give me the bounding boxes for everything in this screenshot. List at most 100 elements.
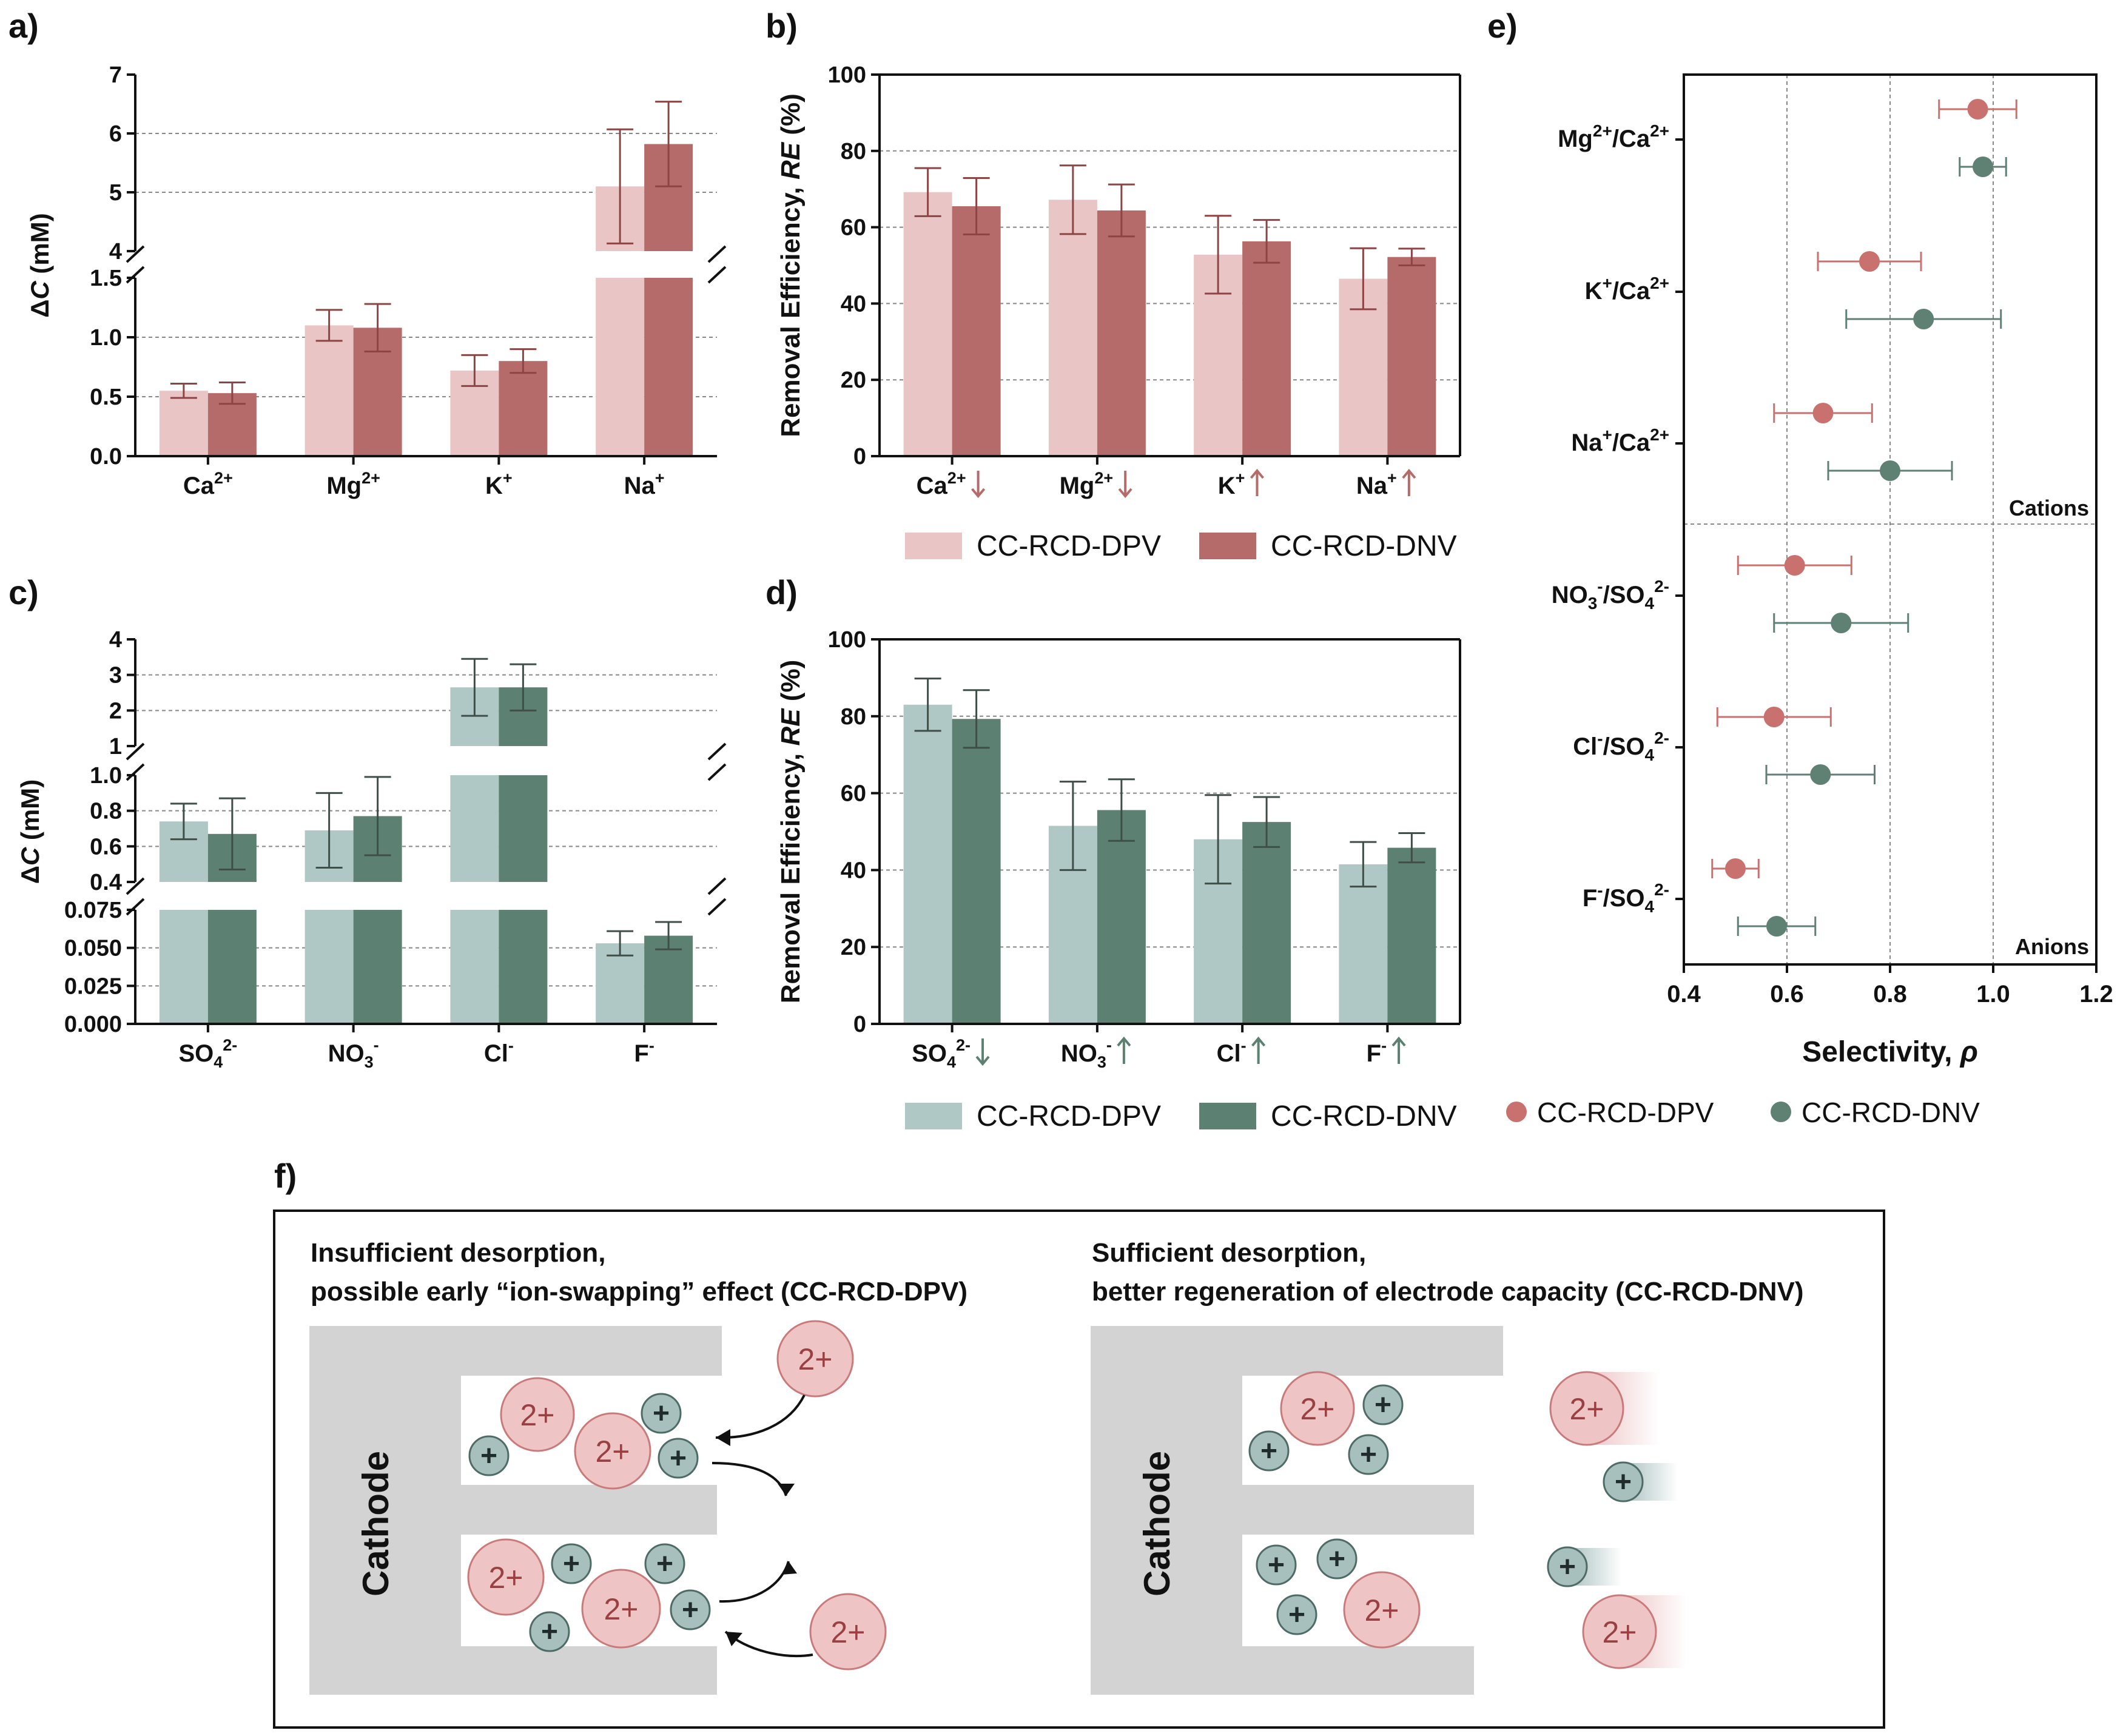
monovalent-cation-circle bbox=[1547, 1546, 1588, 1587]
bar-CC-RCD-DNV bbox=[952, 719, 1001, 1024]
electrode-finger bbox=[1091, 1646, 1474, 1695]
y-tick-label: 6 bbox=[109, 121, 122, 147]
ratio-label: Cl-/SO42- bbox=[1573, 728, 1669, 764]
divalent-cation-label: 2+ bbox=[604, 1592, 638, 1626]
y-tick-label: 60 bbox=[841, 215, 866, 241]
left-title-line-1: Insufficient desorption, bbox=[311, 1238, 605, 1268]
x-tick-label: K+ bbox=[485, 469, 513, 499]
y-axis-label: Removal Efficiency, RE (%) bbox=[776, 660, 806, 1003]
divalent-cation: 2+ bbox=[1343, 1571, 1421, 1649]
monovalent-cation-label: + bbox=[480, 1440, 497, 1472]
legend-swatch bbox=[1199, 1103, 1256, 1129]
axis-break-mark bbox=[707, 266, 727, 284]
bar-CC-RCD-DPV bbox=[159, 391, 208, 456]
monovalent-cation-circle bbox=[1276, 1594, 1317, 1635]
ratio-label: K+/Ca2+ bbox=[1585, 274, 1669, 304]
monovalent-cation: + bbox=[658, 1438, 699, 1479]
x-tick-label: Ca2+ bbox=[183, 469, 233, 499]
x-tick-label: Na+ bbox=[1356, 469, 1397, 499]
axis-break-mark bbox=[707, 245, 727, 263]
electrode-finger bbox=[309, 1326, 722, 1376]
divalent-cation-circle bbox=[574, 1412, 651, 1490]
axis-break-mark bbox=[126, 898, 145, 916]
divalent-cation: 2+ bbox=[1582, 1594, 1657, 1669]
bar-CC-RCD-DPV bbox=[903, 704, 952, 1024]
panel-b-bar-chart: 0 20 40 60 80 100 Ca2+ Mg2+ K+ Na+ Removal Efficie… bbox=[765, 7, 1461, 562]
x-tick-label: 0.4 bbox=[1667, 981, 1701, 1008]
bar-CC-RCD-DPV bbox=[1339, 864, 1388, 1024]
x-tick-label: F- bbox=[634, 1037, 654, 1067]
bar-CC-RCD-DPV bbox=[450, 775, 499, 882]
bar-CC-RCD-DPV bbox=[304, 910, 354, 1024]
monovalent-cation-circle bbox=[1348, 1434, 1389, 1475]
trend-arrow-up-icon bbox=[1251, 1036, 1266, 1064]
monovalent-cation-circle bbox=[468, 1435, 510, 1476]
axis-break-mark bbox=[126, 245, 145, 263]
divalent-cation-circle bbox=[467, 1538, 545, 1616]
trend-arrow-head bbox=[1402, 468, 1416, 479]
divalent-cation-circle bbox=[1549, 1371, 1624, 1446]
trend-arrow-down-icon bbox=[1118, 471, 1132, 499]
panel-letter: e) bbox=[1487, 7, 1518, 45]
point-dpv bbox=[1784, 555, 1805, 576]
arrow-head-icon bbox=[725, 1632, 742, 1646]
trend-arrow-up-icon bbox=[1117, 1036, 1131, 1064]
x-tick-label: 1.0 bbox=[1976, 981, 2010, 1008]
bar-CC-RCD-DNV bbox=[499, 775, 548, 882]
y-tick-label: 5 bbox=[109, 180, 122, 206]
point-dpv bbox=[1859, 251, 1880, 272]
x-tick-label: Na+ bbox=[624, 469, 665, 499]
axis-break-mark bbox=[126, 877, 145, 895]
y-tick-label: 4 bbox=[109, 239, 122, 264]
cathode-label: Cathode bbox=[1137, 1451, 1177, 1596]
divalent-cation: 2+ bbox=[574, 1412, 651, 1490]
y-tick-label: 60 bbox=[841, 781, 866, 807]
y-tick-label: 0.000 bbox=[64, 1012, 122, 1037]
bar-CC-RCD-DPV bbox=[1048, 200, 1097, 456]
divalent-cation-label: 2+ bbox=[1364, 1593, 1399, 1627]
ratio-label: Na+/Ca2+ bbox=[1571, 425, 1669, 456]
monovalent-cation: + bbox=[1276, 1594, 1317, 1635]
y-tick-label: 0 bbox=[853, 1012, 866, 1037]
divalent-cation: 2+ bbox=[1549, 1371, 1624, 1446]
y-tick-label: 0.050 bbox=[64, 936, 122, 961]
monovalent-cation-circle bbox=[1248, 1430, 1290, 1472]
y-tick-label: 80 bbox=[841, 139, 866, 164]
trend-arrow-up-icon bbox=[1402, 468, 1416, 496]
axis-break-mark bbox=[707, 763, 727, 781]
point-dpv bbox=[1967, 99, 1988, 119]
divalent-cation: 2+ bbox=[776, 1320, 854, 1398]
trend-arrow-down-icon bbox=[971, 471, 986, 499]
divalent-cation-label: 2+ bbox=[595, 1435, 630, 1469]
axis-break-mark bbox=[126, 742, 145, 761]
legend-label: CC-RCD-DNV bbox=[1802, 1097, 1980, 1128]
bar-CC-RCD-DPV bbox=[159, 910, 208, 1024]
y-tick-label: 0.0 bbox=[90, 444, 122, 469]
axis-break-mark bbox=[126, 763, 145, 781]
monovalent-cation-circle bbox=[641, 1393, 682, 1434]
bar-CC-RCD-DNV bbox=[644, 278, 693, 456]
monovalent-cation-label: + bbox=[1559, 1551, 1576, 1583]
right-title-line-1: Sufficient desorption, bbox=[1092, 1238, 1366, 1268]
y-tick-label: 4 bbox=[109, 627, 122, 653]
monovalent-cation: + bbox=[644, 1543, 685, 1584]
divalent-cation-label: 2+ bbox=[1569, 1392, 1604, 1426]
y-axis-label: ΔC (mM) bbox=[16, 779, 44, 884]
monovalent-cation-label: + bbox=[1288, 1599, 1305, 1631]
monovalent-cation: + bbox=[1316, 1538, 1358, 1580]
divalent-cation: 2+ bbox=[500, 1377, 575, 1452]
monovalent-cation-label: + bbox=[1360, 1439, 1377, 1471]
monovalent-cation: + bbox=[1348, 1434, 1389, 1475]
x-tick-label: K+ bbox=[1218, 469, 1245, 499]
x-tick-label: 0.8 bbox=[1873, 981, 1907, 1008]
trend-arrow-up-icon bbox=[1250, 468, 1264, 496]
ratio-label: Mg2+/Ca2+ bbox=[1558, 121, 1669, 152]
divalent-cation: 2+ bbox=[581, 1569, 661, 1649]
arrow-head-icon bbox=[781, 1561, 797, 1575]
trend-arrow-down-icon bbox=[975, 1038, 990, 1066]
monovalent-cation-circle bbox=[1256, 1544, 1297, 1586]
divalent-cation: 2+ bbox=[809, 1593, 887, 1670]
y-tick-label: 20 bbox=[841, 935, 866, 960]
y-tick-label: 0.5 bbox=[90, 385, 122, 410]
